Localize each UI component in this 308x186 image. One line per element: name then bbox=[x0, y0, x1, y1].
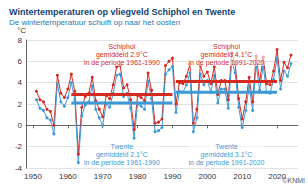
svg-text:Schiphol: Schiphol bbox=[213, 43, 240, 51]
svg-text:in de periode 1961-1990: in de periode 1961-1990 bbox=[84, 159, 160, 167]
svg-text:8: 8 bbox=[18, 36, 23, 45]
svg-text:Schiphol: Schiphol bbox=[108, 43, 135, 51]
svg-text:2020: 2020 bbox=[268, 171, 286, 181]
svg-text:4: 4 bbox=[18, 78, 23, 87]
svg-text:6: 6 bbox=[18, 57, 23, 66]
svg-text:°C: °C bbox=[17, 26, 26, 35]
svg-text:gemiddeld 2.1°C: gemiddeld 2.1°C bbox=[96, 151, 148, 159]
svg-text:1970: 1970 bbox=[94, 172, 112, 181]
svg-text:0: 0 bbox=[18, 121, 23, 130]
svg-text:Twente: Twente bbox=[111, 143, 134, 150]
svg-text:Twente: Twente bbox=[215, 143, 238, 150]
svg-text:1950: 1950 bbox=[24, 172, 42, 181]
svg-text:1960: 1960 bbox=[59, 172, 77, 181]
svg-text:2: 2 bbox=[18, 100, 23, 109]
svg-text:Wintertemperaturen op vliegvel: Wintertemperaturen op vliegveld Schiphol… bbox=[9, 7, 235, 17]
svg-text:-4: -4 bbox=[15, 164, 23, 173]
svg-text:2000: 2000 bbox=[198, 172, 216, 181]
svg-text:©KNMI: ©KNMI bbox=[282, 177, 305, 184]
svg-text:2010: 2010 bbox=[233, 172, 251, 181]
svg-text:gemiddeld 3.1°C: gemiddeld 3.1°C bbox=[201, 151, 253, 159]
svg-text:gemiddeld 4.1°C: gemiddeld 4.1°C bbox=[201, 51, 253, 59]
svg-text:1990: 1990 bbox=[164, 172, 182, 181]
svg-text:gemiddeld 2.9°C: gemiddeld 2.9°C bbox=[96, 51, 148, 59]
svg-text:in de periode 1961-1990: in de periode 1961-1990 bbox=[84, 59, 160, 67]
svg-text:in de periode 1991-2020: in de periode 1991-2020 bbox=[189, 159, 265, 167]
svg-text:De wintertemperatuur schuift o: De wintertemperatuur schuift op naar het… bbox=[9, 18, 180, 27]
svg-text:1980: 1980 bbox=[129, 172, 147, 181]
svg-text:-2: -2 bbox=[15, 142, 23, 151]
svg-text:in de periode 1991-2020: in de periode 1991-2020 bbox=[189, 59, 265, 67]
